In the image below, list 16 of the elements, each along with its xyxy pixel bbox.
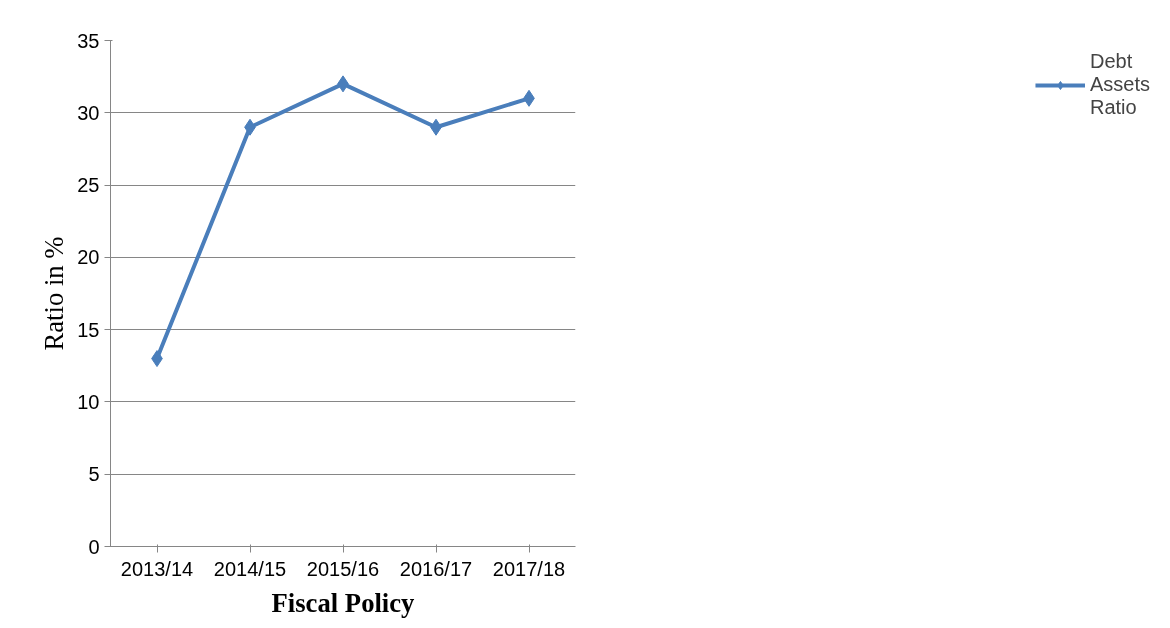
x-tick-label: 2014/15 — [213, 557, 287, 580]
y-tick-label: 20 — [77, 246, 100, 269]
x-axis-title: Fiscal Policy — [271, 587, 416, 618]
y-tick-label: 0 — [88, 535, 100, 558]
x-tick-label: 2017/18 — [492, 557, 566, 580]
y-tick-label: 15 — [77, 318, 100, 341]
x-tick-label: 2015/16 — [306, 557, 380, 580]
y-tick-label: 25 — [77, 174, 100, 197]
y-tick-label: 10 — [77, 390, 100, 413]
x-tick-label: 2013/14 — [120, 557, 194, 580]
y-tick-label: 5 — [88, 463, 100, 486]
y-tick-label: 35 — [77, 29, 100, 52]
x-tick-label: 2016/17 — [399, 557, 473, 580]
legend-label: Debt Assets Ratio — [1089, 50, 1150, 119]
y-axis-title: Ratio in % — [39, 236, 70, 351]
y-tick-label: 30 — [77, 101, 100, 124]
